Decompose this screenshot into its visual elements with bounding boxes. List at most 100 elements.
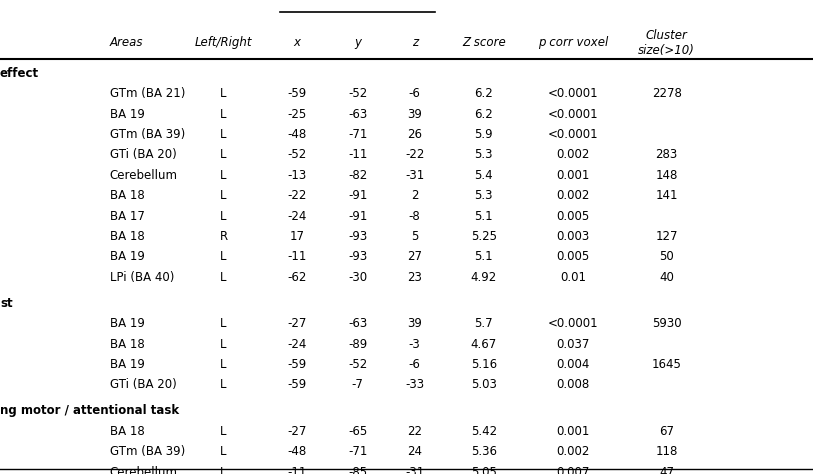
Text: 0.002: 0.002 [556, 189, 590, 202]
Text: -3: -3 [409, 337, 420, 351]
Text: 5930: 5930 [652, 317, 681, 330]
Text: -82: -82 [348, 169, 367, 182]
Text: 0.005: 0.005 [557, 250, 589, 264]
Text: 5.05: 5.05 [471, 465, 497, 474]
Text: 4.92: 4.92 [471, 271, 497, 284]
Text: -85: -85 [348, 465, 367, 474]
Text: 5.42: 5.42 [471, 425, 497, 438]
Text: 5.7: 5.7 [475, 317, 493, 330]
Text: 0.008: 0.008 [557, 378, 589, 392]
Text: p corr voxel: p corr voxel [538, 36, 608, 49]
Text: 0.005: 0.005 [557, 210, 589, 223]
Text: -52: -52 [287, 148, 307, 162]
Text: L: L [220, 425, 227, 438]
Text: BA 17: BA 17 [110, 210, 145, 223]
Text: <0.0001: <0.0001 [548, 317, 598, 330]
Text: 5.1: 5.1 [475, 250, 493, 264]
Text: -52: -52 [348, 358, 367, 371]
Text: L: L [220, 128, 227, 141]
Text: 2278: 2278 [652, 87, 681, 100]
Text: -33: -33 [405, 378, 424, 392]
Text: 5.9: 5.9 [475, 128, 493, 141]
Text: 127: 127 [655, 230, 678, 243]
Text: ng motor / attentional task: ng motor / attentional task [0, 404, 179, 418]
Text: -27: -27 [287, 317, 307, 330]
Text: x: x [293, 36, 300, 49]
Text: Cluster
size(>10): Cluster size(>10) [638, 28, 695, 57]
Text: BA 19: BA 19 [110, 250, 145, 264]
Text: L: L [220, 148, 227, 162]
Text: 5: 5 [411, 230, 419, 243]
Text: -30: -30 [348, 271, 367, 284]
Text: -24: -24 [287, 210, 307, 223]
Text: BA 19: BA 19 [110, 358, 145, 371]
Text: 5.1: 5.1 [475, 210, 493, 223]
Text: GTi (BA 20): GTi (BA 20) [110, 148, 176, 162]
Text: -22: -22 [287, 189, 307, 202]
Text: 0.001: 0.001 [556, 425, 590, 438]
Text: L: L [220, 271, 227, 284]
Text: 24: 24 [407, 445, 422, 458]
Text: L: L [220, 465, 227, 474]
Text: Areas: Areas [110, 36, 143, 49]
Text: 17: 17 [289, 230, 304, 243]
Text: 0.003: 0.003 [557, 230, 589, 243]
Text: 5.3: 5.3 [475, 148, 493, 162]
Text: -52: -52 [348, 87, 367, 100]
Text: <0.0001: <0.0001 [548, 128, 598, 141]
Text: -6: -6 [409, 358, 420, 371]
Text: y: y [354, 36, 361, 49]
Text: L: L [220, 250, 227, 264]
Text: -71: -71 [348, 128, 367, 141]
Text: L: L [220, 337, 227, 351]
Text: 50: 50 [659, 250, 674, 264]
Text: L: L [220, 358, 227, 371]
Text: -25: -25 [287, 108, 307, 121]
Text: BA 19: BA 19 [110, 108, 145, 121]
Text: -59: -59 [287, 358, 307, 371]
Text: -27: -27 [287, 425, 307, 438]
Text: Left/Right: Left/Right [195, 36, 252, 49]
Text: -8: -8 [409, 210, 420, 223]
Text: 2: 2 [411, 189, 419, 202]
Text: GTm (BA 21): GTm (BA 21) [110, 87, 185, 100]
Text: -89: -89 [348, 337, 367, 351]
Text: 6.2: 6.2 [474, 87, 493, 100]
Text: -59: -59 [287, 378, 307, 392]
Text: 141: 141 [655, 189, 678, 202]
Text: 0.01: 0.01 [560, 271, 586, 284]
Text: effect: effect [0, 67, 39, 80]
Text: -24: -24 [287, 337, 307, 351]
Text: 118: 118 [655, 445, 678, 458]
Text: st: st [0, 297, 13, 310]
Text: Z score: Z score [462, 36, 506, 49]
Text: 0.002: 0.002 [556, 445, 590, 458]
Text: L: L [220, 87, 227, 100]
Text: L: L [220, 317, 227, 330]
Text: z: z [411, 36, 418, 49]
Text: 0.004: 0.004 [556, 358, 590, 371]
Text: L: L [220, 189, 227, 202]
Text: 40: 40 [659, 271, 674, 284]
Text: L: L [220, 169, 227, 182]
Text: -93: -93 [348, 250, 367, 264]
Text: 39: 39 [407, 108, 422, 121]
Text: -31: -31 [405, 465, 424, 474]
Text: -11: -11 [348, 148, 367, 162]
Text: 39: 39 [407, 317, 422, 330]
Text: GTi (BA 20): GTi (BA 20) [110, 378, 176, 392]
Text: BA 18: BA 18 [110, 337, 145, 351]
Text: -71: -71 [348, 445, 367, 458]
Text: R: R [220, 230, 228, 243]
Text: L: L [220, 108, 227, 121]
Text: -22: -22 [405, 148, 424, 162]
Text: -13: -13 [287, 169, 307, 182]
Text: -91: -91 [348, 210, 367, 223]
Text: BA 18: BA 18 [110, 230, 145, 243]
Text: L: L [220, 210, 227, 223]
Text: 1645: 1645 [652, 358, 681, 371]
Text: -65: -65 [348, 425, 367, 438]
Text: 26: 26 [407, 128, 422, 141]
Text: 5.16: 5.16 [471, 358, 497, 371]
Text: LPi (BA 40): LPi (BA 40) [110, 271, 174, 284]
